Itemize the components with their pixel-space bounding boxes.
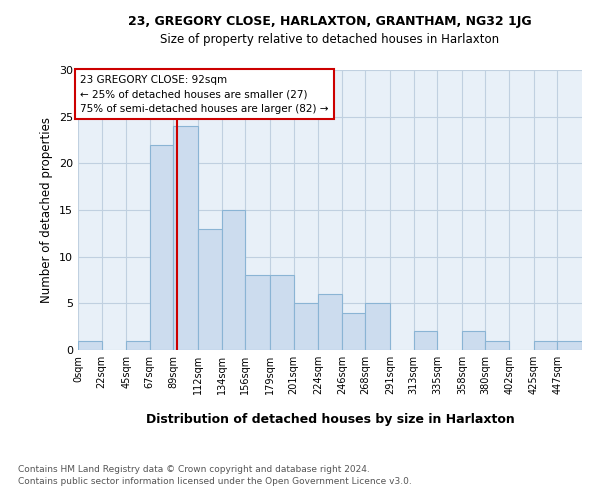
Bar xyxy=(413,332,437,350)
Bar xyxy=(198,228,221,350)
Bar xyxy=(78,340,101,350)
Bar xyxy=(365,304,390,350)
Bar xyxy=(318,294,342,350)
Bar xyxy=(534,340,557,350)
Text: Contains HM Land Registry data © Crown copyright and database right 2024.: Contains HM Land Registry data © Crown c… xyxy=(18,465,370,474)
Text: Distribution of detached houses by size in Harlaxton: Distribution of detached houses by size … xyxy=(146,412,514,426)
Bar xyxy=(462,332,485,350)
Text: Size of property relative to detached houses in Harlaxton: Size of property relative to detached ho… xyxy=(160,32,500,46)
Bar xyxy=(342,312,365,350)
Bar xyxy=(270,276,293,350)
Bar xyxy=(485,340,509,350)
Bar xyxy=(293,304,318,350)
Text: 23, GREGORY CLOSE, HARLAXTON, GRANTHAM, NG32 1JG: 23, GREGORY CLOSE, HARLAXTON, GRANTHAM, … xyxy=(128,15,532,28)
Bar xyxy=(150,144,173,350)
Bar xyxy=(557,340,582,350)
Text: Contains public sector information licensed under the Open Government Licence v3: Contains public sector information licen… xyxy=(18,478,412,486)
Y-axis label: Number of detached properties: Number of detached properties xyxy=(40,117,53,303)
Text: 23 GREGORY CLOSE: 92sqm
← 25% of detached houses are smaller (27)
75% of semi-de: 23 GREGORY CLOSE: 92sqm ← 25% of detache… xyxy=(80,74,329,114)
Bar xyxy=(245,276,270,350)
Bar xyxy=(173,126,198,350)
Bar xyxy=(126,340,150,350)
Bar xyxy=(221,210,245,350)
